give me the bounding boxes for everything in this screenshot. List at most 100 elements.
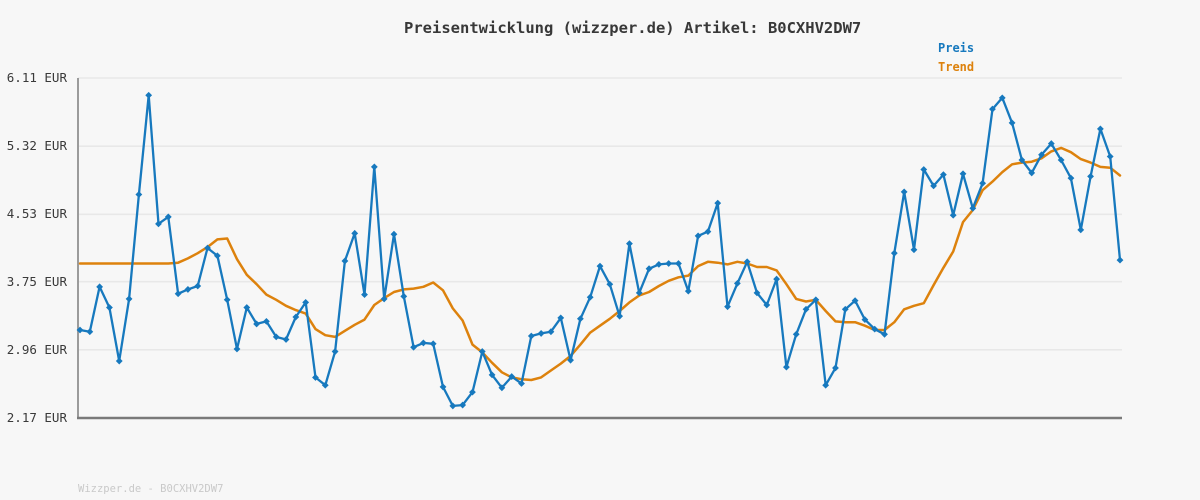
price-line — [78, 94, 1122, 408]
price-marker — [969, 204, 977, 212]
price-marker — [263, 317, 270, 325]
price-marker — [125, 295, 133, 303]
y-tick-label: 6.11 EUR — [6, 70, 67, 85]
price-marker — [616, 312, 624, 320]
price-marker — [773, 275, 781, 283]
price-marker — [459, 401, 467, 409]
price-marker — [321, 381, 329, 389]
price-marker — [832, 364, 839, 372]
price-marker — [155, 220, 162, 228]
price-marker — [890, 249, 898, 257]
chart-title: Preisentwicklung (wizzper.de) Artikel: B… — [404, 19, 862, 37]
price-marker — [419, 339, 427, 347]
price-marker — [704, 228, 712, 236]
price-marker — [567, 356, 574, 364]
y-tick-label: 4.53 EUR — [6, 206, 67, 222]
price-marker — [851, 297, 859, 305]
price-marker — [626, 240, 633, 248]
price-marker — [979, 179, 987, 187]
legend-item-trend: Trend — [938, 60, 975, 74]
price-marker — [164, 213, 172, 221]
price-marker — [1067, 174, 1075, 182]
price-marker — [949, 211, 957, 219]
price-marker — [174, 290, 182, 298]
price-marker — [1106, 153, 1114, 160]
price-marker — [1018, 156, 1026, 164]
price-marker — [1008, 119, 1016, 127]
price-marker — [1096, 125, 1104, 133]
price-marker — [204, 244, 211, 252]
price-marker — [557, 314, 565, 322]
price-marker — [724, 303, 731, 311]
price-marker — [449, 402, 457, 410]
legend: Preis Trend — [938, 39, 974, 77]
price-marker — [429, 340, 437, 348]
y-tick-label: 3.75 EUR — [6, 273, 67, 289]
price-marker — [233, 345, 241, 353]
price-marker — [243, 304, 251, 311]
price-marker — [400, 292, 408, 300]
price-marker — [900, 188, 908, 196]
price-marker — [498, 384, 506, 392]
price-marker — [714, 199, 722, 207]
price-marker — [115, 357, 123, 365]
price-marker — [223, 296, 231, 304]
price-marker — [390, 230, 398, 238]
price-marker — [282, 336, 290, 343]
price-marker — [292, 313, 300, 321]
price-marker — [106, 304, 113, 311]
price-marker — [341, 257, 349, 265]
price-marker — [410, 343, 417, 351]
price-marker — [76, 326, 84, 334]
price-marker — [302, 298, 310, 306]
price-marker — [1047, 140, 1055, 147]
price-marker — [518, 380, 525, 387]
price-marker — [1057, 156, 1065, 164]
price-marker — [743, 258, 751, 266]
price-marker — [792, 330, 800, 338]
price-marker — [439, 383, 447, 391]
price-marker — [184, 286, 192, 293]
price-marker — [586, 293, 594, 301]
price-marker — [478, 348, 486, 355]
price-marker — [370, 163, 378, 171]
price-marker — [351, 229, 359, 237]
price-marker — [675, 260, 682, 267]
price-marker — [361, 291, 368, 298]
price-marker — [959, 170, 967, 178]
price-marker — [145, 91, 153, 99]
price-marker — [998, 94, 1006, 102]
price-marker — [783, 363, 790, 371]
price-marker — [645, 265, 653, 273]
price-marker — [380, 295, 388, 303]
price-marker — [694, 232, 702, 240]
price-marker — [1028, 169, 1036, 177]
price-marker — [802, 305, 810, 313]
price-marker — [488, 371, 496, 379]
y-tick-label: 2.96 EUR — [6, 341, 67, 357]
price-marker — [606, 280, 614, 288]
price-marker — [861, 316, 869, 324]
price-marker — [508, 373, 516, 380]
price-marker — [1087, 172, 1094, 180]
price-marker — [213, 252, 221, 260]
price-marker — [822, 381, 830, 389]
trend-line — [78, 146, 1122, 382]
price-marker — [841, 305, 849, 313]
price-marker — [194, 282, 202, 290]
price-marker — [272, 333, 280, 341]
price-marker — [527, 332, 535, 340]
price-marker — [920, 166, 928, 173]
price-marker — [547, 328, 555, 336]
price-marker — [596, 262, 604, 270]
price-marker — [635, 289, 643, 297]
price-marker — [96, 283, 104, 291]
price-marker — [135, 191, 143, 198]
price-marker — [665, 260, 673, 267]
price-marker — [537, 330, 545, 337]
price-marker — [1116, 256, 1124, 264]
price-marker — [881, 330, 888, 338]
price-marker — [576, 315, 584, 323]
